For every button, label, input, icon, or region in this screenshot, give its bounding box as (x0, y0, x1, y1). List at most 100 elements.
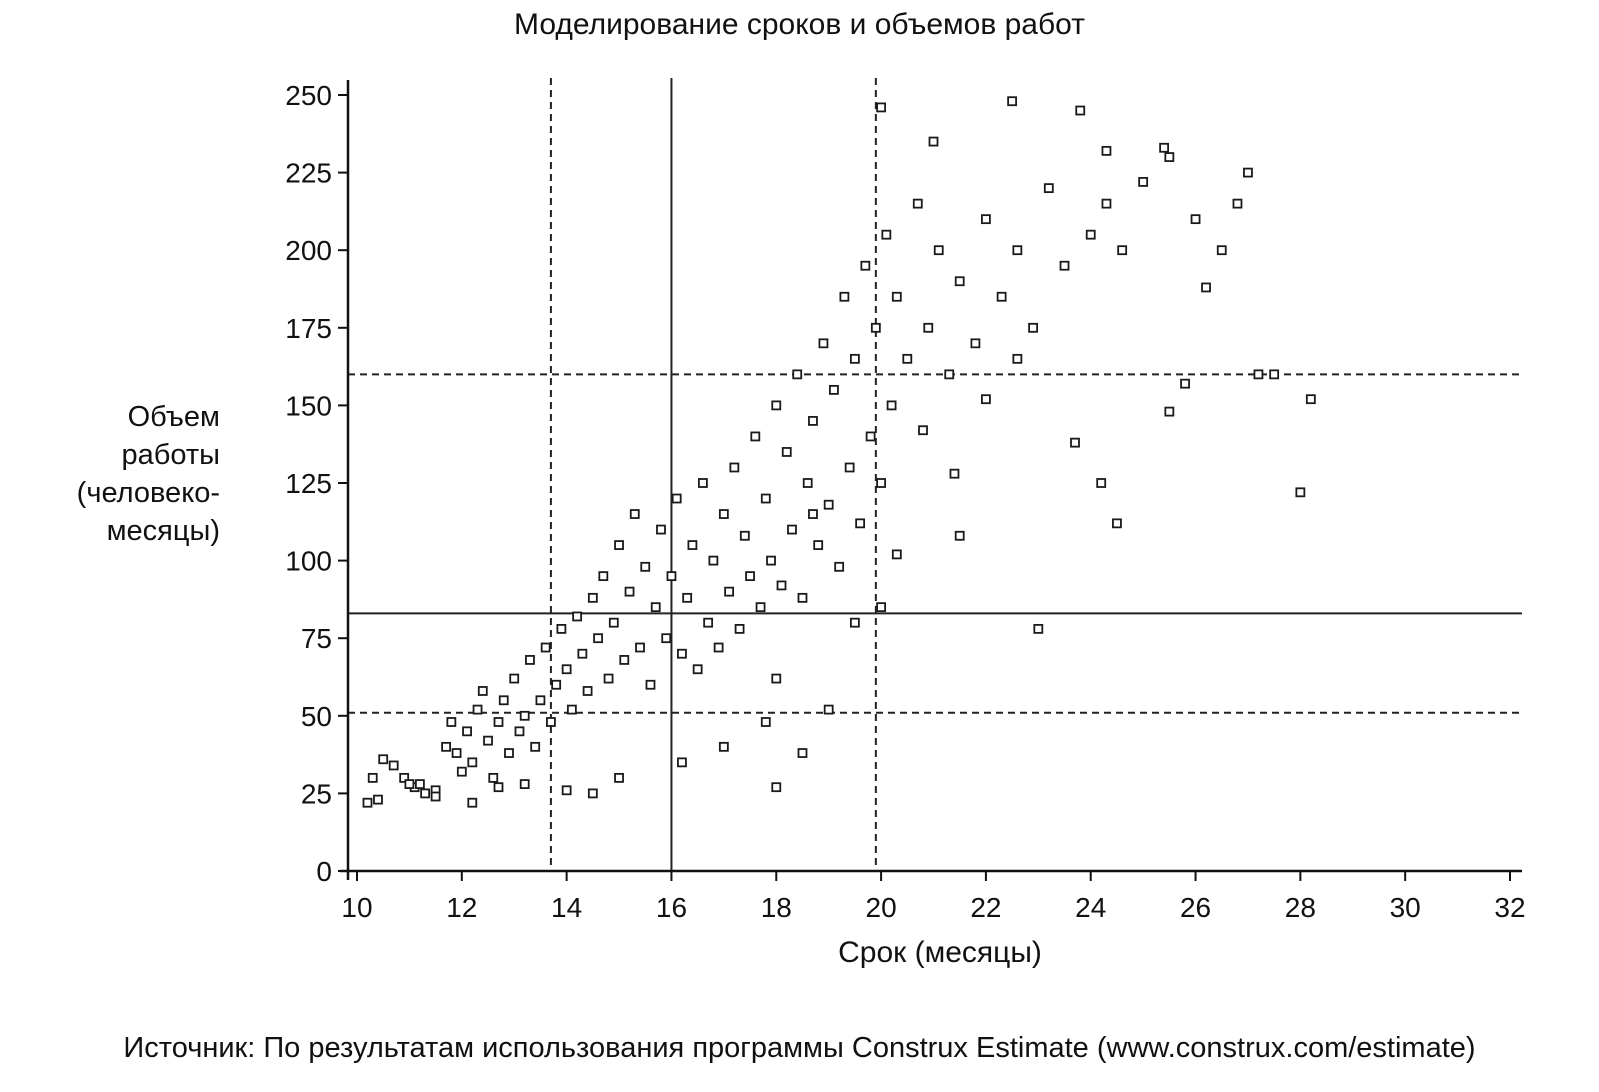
data-point (729, 462, 740, 473)
data-point (430, 791, 441, 802)
data-point (1059, 260, 1070, 271)
y-tick-label: 25 (301, 778, 332, 809)
data-point (635, 642, 645, 653)
chart-title: Моделирование сроков и объемов работ (514, 8, 1085, 41)
x-axis-ticks: 10 12 14 16 18 20 22 24 26 28 30 32 (341, 871, 1526, 923)
data-point (928, 136, 939, 147)
reference-lines (348, 78, 1522, 871)
data-point (373, 794, 383, 805)
data-point (1201, 282, 1211, 293)
data-point (718, 741, 729, 752)
data-point (640, 561, 651, 572)
data-point (587, 592, 598, 603)
source-caption: Источник: По результатам использования п… (123, 1032, 1476, 1064)
data-point (954, 276, 965, 287)
data-point (724, 586, 735, 597)
data-point (886, 400, 897, 411)
x-tick-label: 16 (656, 892, 687, 923)
data-point (420, 788, 431, 799)
data-point (823, 499, 834, 510)
data-point (1138, 177, 1149, 187)
data-point (593, 633, 603, 644)
data-point (855, 518, 866, 529)
data-point (1012, 245, 1023, 256)
data-point (834, 561, 845, 572)
data-point (692, 664, 703, 675)
x-tick-label: 32 (1494, 892, 1525, 923)
data-point (572, 611, 583, 622)
y-tick-label: 225 (285, 158, 332, 189)
data-point (870, 322, 881, 333)
data-point (1070, 437, 1080, 448)
data-point (1159, 142, 1169, 153)
data-point (1164, 406, 1175, 417)
data-point (876, 602, 886, 613)
data-point (525, 655, 535, 665)
data-point (760, 493, 771, 504)
x-tick-label: 14 (551, 892, 582, 923)
data-point (682, 592, 693, 603)
data-point (504, 748, 514, 758)
data-point (546, 717, 556, 727)
data-point (530, 741, 541, 752)
data-point (970, 338, 981, 349)
data-point (462, 726, 472, 737)
y-tick-label: 125 (285, 468, 332, 499)
data-point (493, 782, 504, 793)
data-point (865, 431, 876, 442)
data-point (519, 779, 530, 789)
data-point (713, 642, 724, 653)
data-point (519, 710, 530, 721)
data-point (509, 673, 520, 684)
data-point (1305, 394, 1316, 405)
x-tick-label: 20 (866, 892, 897, 923)
y-axis-ticks: 0 25 50 75 100 125 150 175 200 225 250 (285, 80, 348, 887)
data-point (1101, 145, 1112, 156)
data-point (1232, 198, 1243, 209)
data-point (771, 673, 782, 684)
data-point (388, 760, 399, 771)
data-point (498, 695, 509, 706)
data-point (1028, 322, 1038, 333)
data-point (446, 717, 457, 727)
data-point (556, 623, 567, 634)
data-point (619, 655, 630, 665)
data-point (996, 291, 1007, 302)
data-point (739, 530, 750, 541)
data-point (923, 322, 934, 333)
data-point (1295, 487, 1306, 498)
y-tick-label: 0 (316, 856, 332, 887)
data-point (771, 400, 782, 411)
x-axis-label: Срок (месяцы) (838, 936, 1042, 969)
data-point (629, 509, 640, 519)
data-point (813, 540, 824, 550)
data-point (1033, 623, 1044, 634)
data-point (734, 623, 745, 634)
data-point (829, 384, 839, 395)
data-point (876, 102, 886, 113)
data-point (1117, 245, 1128, 256)
data-point (981, 394, 991, 405)
axes (340, 80, 1522, 880)
data-point (1216, 245, 1227, 256)
data-point (1164, 152, 1175, 162)
data-point (797, 748, 808, 758)
data-point (661, 633, 672, 644)
data-point (514, 726, 525, 737)
data-point (472, 704, 483, 715)
x-tick-label: 10 (341, 892, 372, 923)
data-point (1012, 353, 1023, 364)
data-point (912, 198, 923, 209)
data-point (981, 214, 991, 225)
data-point (792, 369, 803, 380)
data-point (760, 717, 771, 727)
data-point (587, 788, 598, 799)
data-point (787, 524, 797, 535)
x-tick-label: 30 (1390, 892, 1421, 923)
data-point (1112, 518, 1122, 529)
data-point (1101, 198, 1112, 209)
data-point (456, 766, 467, 777)
data-point (698, 478, 708, 488)
data-point (797, 592, 808, 603)
data-point (656, 524, 666, 535)
